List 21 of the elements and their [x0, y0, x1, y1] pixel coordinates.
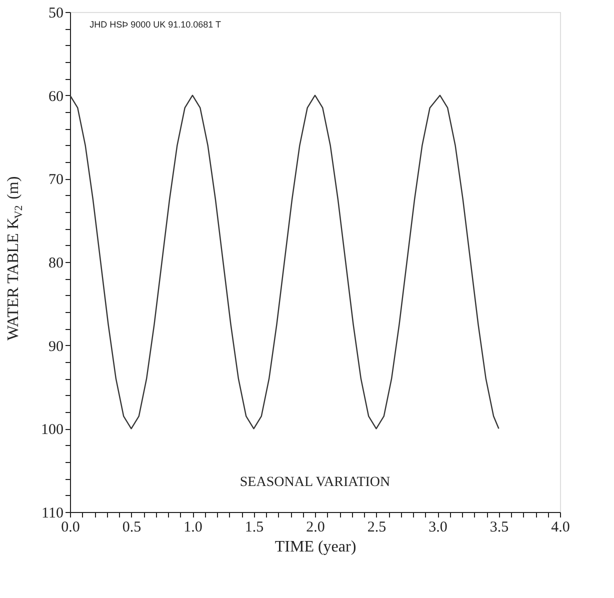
x-tick-label: 0.5: [122, 520, 142, 536]
y-tick-label: 50: [48, 6, 64, 22]
x-tick-label: 2.5: [367, 520, 386, 536]
y-tick-label: 80: [48, 256, 64, 272]
x-tick-label: 2.0: [306, 520, 325, 536]
x-tick-label: 4.0: [551, 520, 570, 536]
x-tick-label: 3.0: [428, 520, 448, 536]
y-tick-label: 60: [48, 88, 64, 105]
y-tick-label: 70: [48, 172, 64, 188]
y-axis-title: WATER TABLE KV2 (m): [5, 176, 25, 340]
x-tick-label: 3.5: [490, 520, 509, 536]
x-axis-title: TIME (year): [274, 538, 356, 556]
x-tick-label: 1.0: [184, 520, 202, 536]
line-series: [69, 94, 500, 430]
y-tick-label: 90: [48, 338, 64, 355]
y-tick-label: 100: [41, 422, 64, 438]
x-tick-label: 0.0: [61, 520, 80, 536]
annotation: SEASONAL VARIATION: [240, 475, 390, 490]
x-tick-label: 1.5: [244, 520, 264, 536]
y-tick-label: 110: [42, 506, 64, 522]
annotation: JHD HSÞ 9000 UK 91.10.0681 T: [90, 20, 222, 30]
